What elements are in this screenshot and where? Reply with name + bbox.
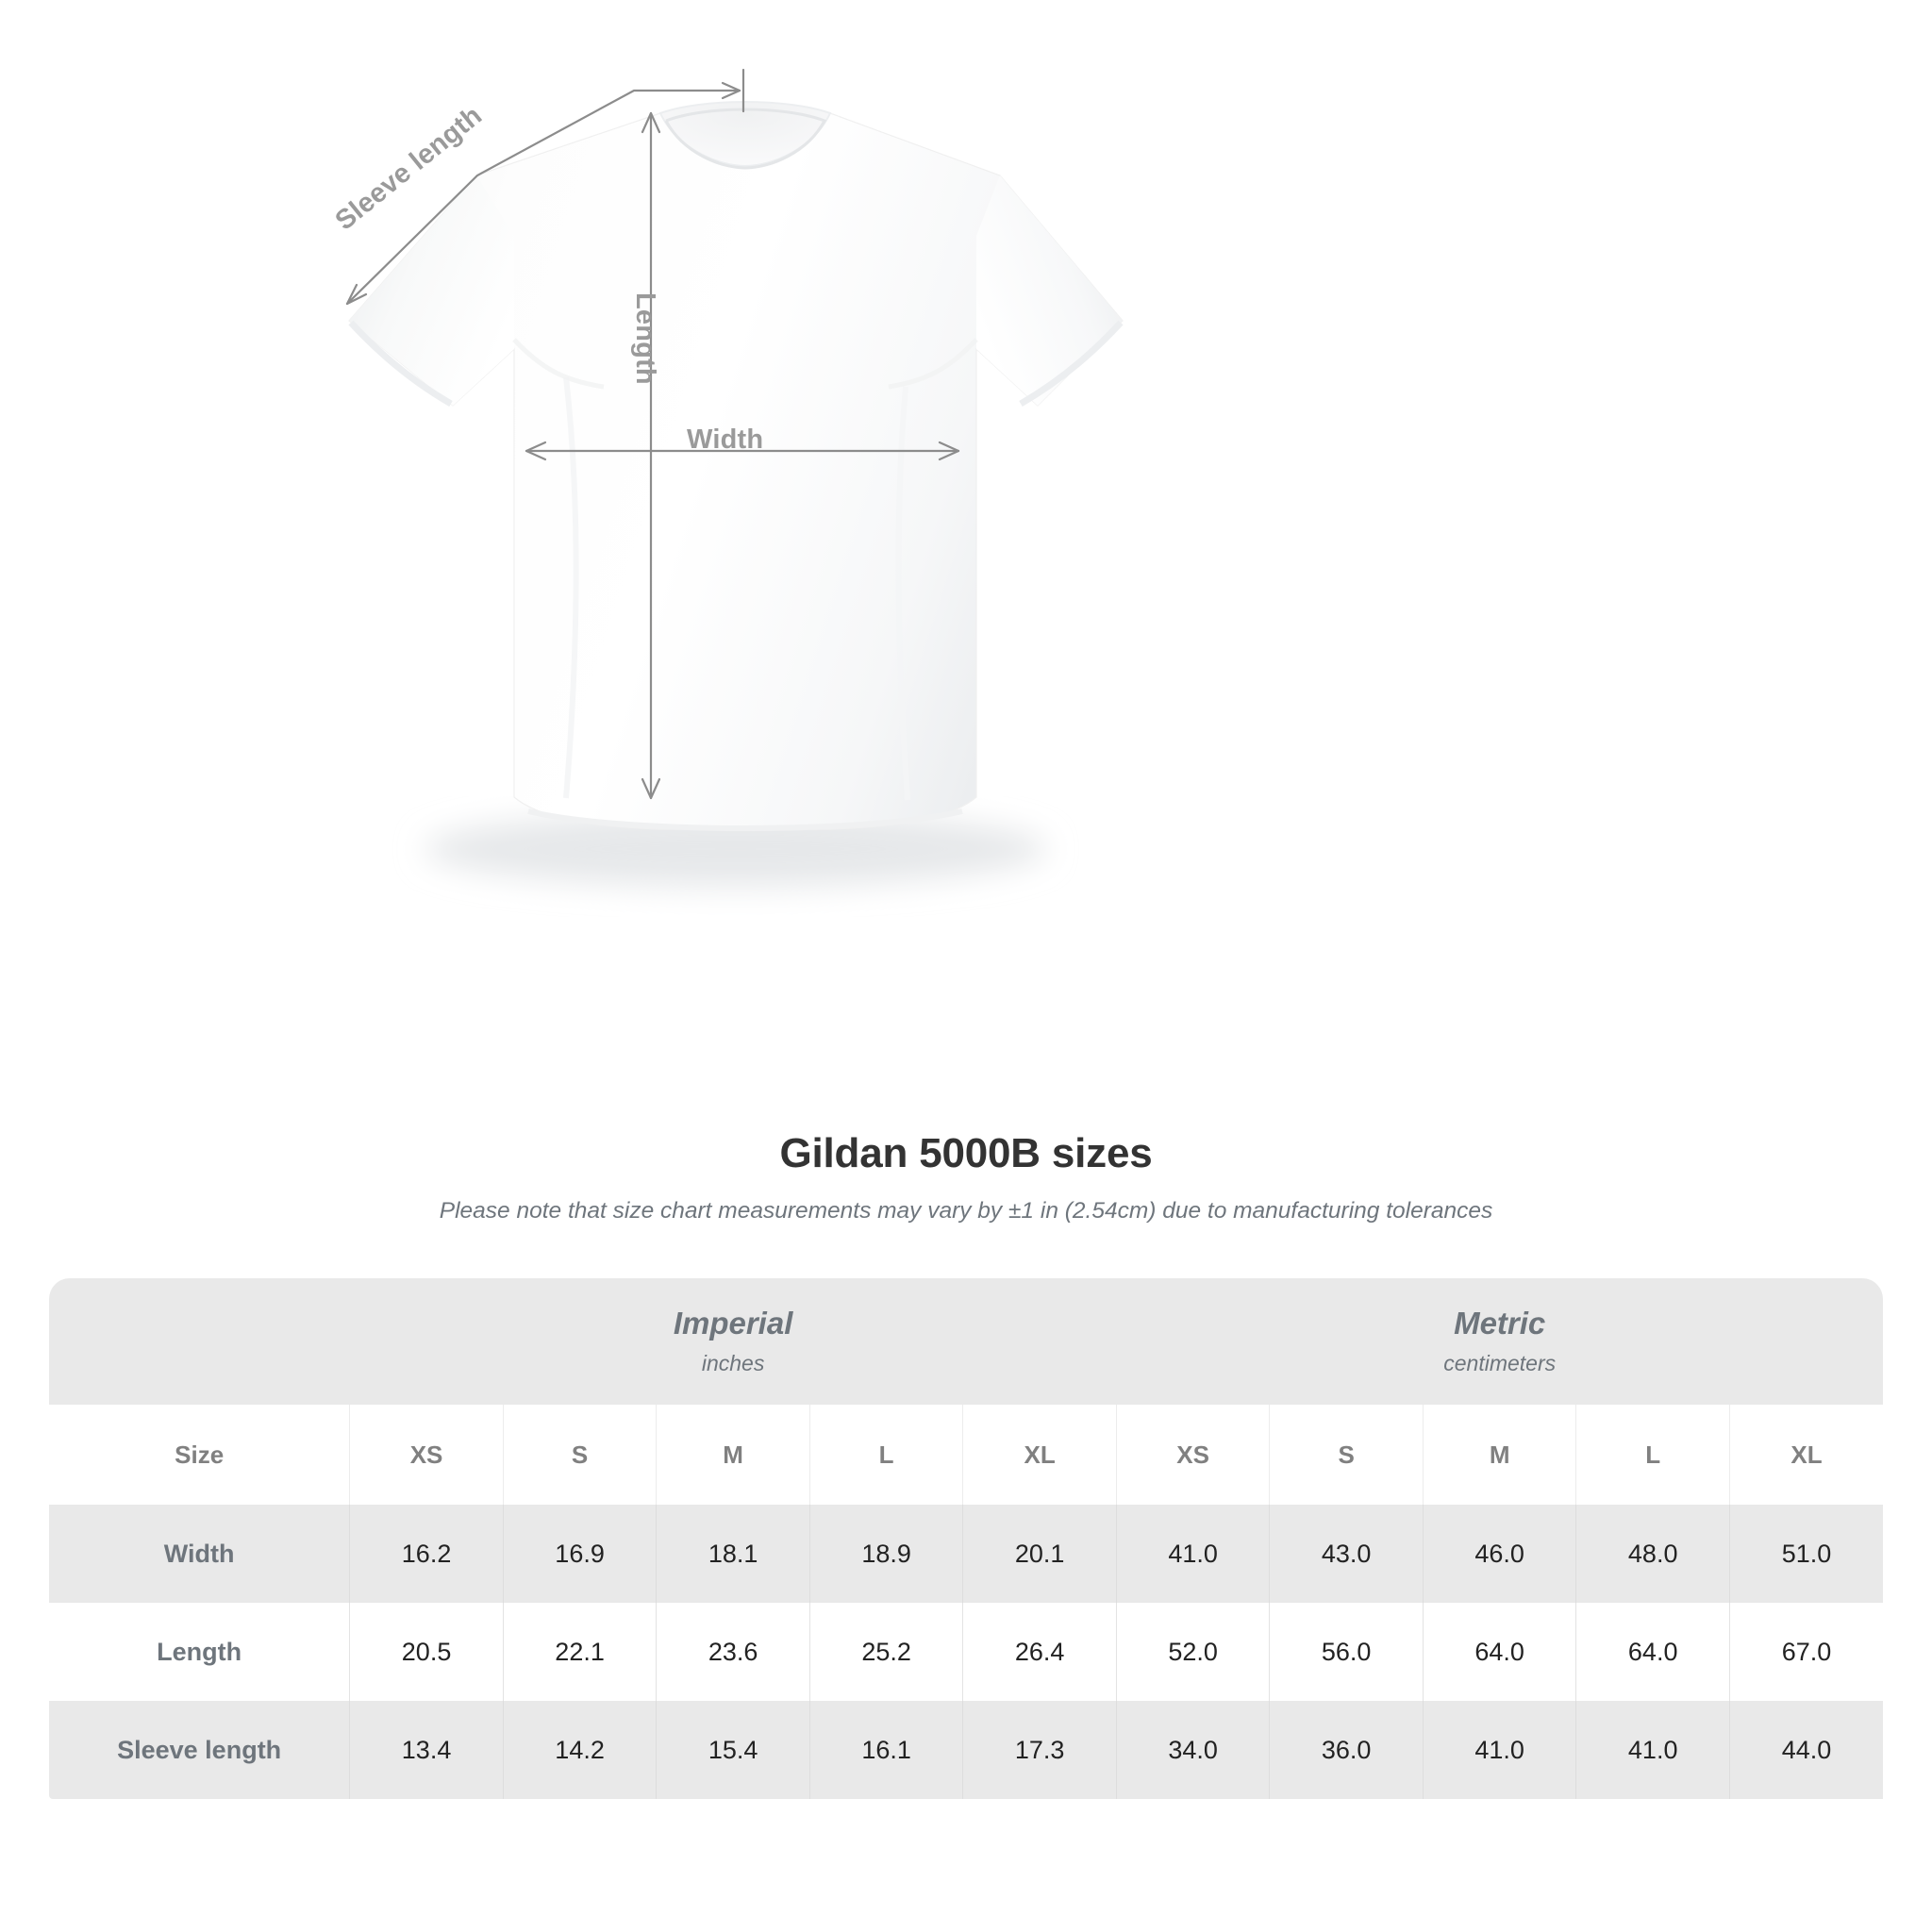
length-arrowhead-top [641, 111, 661, 134]
fabric-fold [888, 338, 978, 390]
sleeve-hem-right [1019, 320, 1124, 408]
unit-group-metric-sub: centimeters [1443, 1350, 1557, 1375]
row-label-length: Length [49, 1603, 350, 1701]
cell-sleeve-imperial-xl: 17.3 [962, 1701, 1117, 1799]
length-arrowhead-bottom [641, 777, 661, 800]
length-dimension-label: Length [630, 292, 660, 385]
cell-width-imperial-s: 16.9 [502, 1505, 657, 1603]
unit-group-imperial-sub: inches [701, 1350, 765, 1375]
cell-sleeve-imperial-m: 15.4 [656, 1701, 810, 1799]
fabric-fold [512, 338, 605, 390]
sleeve-arrowhead-top [721, 81, 741, 100]
row-label-sleeve-length: Sleeve length [49, 1701, 350, 1799]
column-header-imperial-xl: XL [962, 1405, 1117, 1505]
sleeve-hem-left [348, 320, 453, 408]
cell-width-metric-xs: 41.0 [1115, 1505, 1270, 1603]
cell-width-imperial-l: 18.9 [808, 1505, 963, 1603]
cell-length-metric-m: 64.0 [1422, 1603, 1576, 1701]
column-header-metric-xl: XL [1728, 1405, 1883, 1505]
cell-width-imperial-xl: 20.1 [962, 1505, 1117, 1603]
unit-group-imperial-name: Imperial [673, 1306, 793, 1341]
row-label-width: Width [49, 1505, 350, 1603]
width-arrowhead-left [525, 441, 547, 461]
cell-sleeve-imperial-l: 16.1 [808, 1701, 963, 1799]
cell-length-imperial-m: 23.6 [656, 1603, 810, 1701]
cell-width-metric-s: 43.0 [1269, 1505, 1424, 1603]
column-header-metric-s: S [1269, 1405, 1424, 1505]
cell-width-imperial-m: 18.1 [656, 1505, 810, 1603]
tshirt-illustration [345, 68, 1124, 887]
cell-length-imperial-l: 25.2 [808, 1603, 963, 1701]
cell-sleeve-metric-xs: 34.0 [1115, 1701, 1270, 1799]
table-row: Width 16.2 16.9 18.1 18.9 20.1 41.0 43.0… [49, 1505, 1883, 1603]
cell-sleeve-imperial-xs: 13.4 [349, 1701, 504, 1799]
column-header-imperial-l: L [808, 1405, 963, 1505]
tolerance-note: Please note that size chart measurements… [439, 1198, 1493, 1224]
unit-group-header-row: Imperial inches Metric centimeters [49, 1278, 1883, 1405]
size-header-row: Size XS S M L XL XS S M L XL [49, 1405, 1883, 1505]
cell-length-metric-l: 64.0 [1575, 1603, 1730, 1701]
column-header-imperial-xs: XS [349, 1405, 504, 1505]
cell-length-metric-s: 56.0 [1269, 1603, 1424, 1701]
page-title: Gildan 5000B sizes [779, 1130, 1153, 1176]
width-arrowhead-right [938, 441, 960, 461]
cell-width-metric-l: 48.0 [1575, 1505, 1730, 1603]
fabric-fold [895, 386, 910, 801]
sleeve-dimension-line [345, 89, 741, 306]
cell-length-imperial-s: 22.1 [502, 1603, 657, 1701]
unit-group-metric-name: Metric [1454, 1306, 1546, 1341]
column-header-metric-l: L [1575, 1405, 1730, 1505]
shirt-sleeve-left [349, 175, 514, 406]
cell-sleeve-metric-l: 41.0 [1575, 1701, 1730, 1799]
sleeve-arrowhead [345, 283, 368, 306]
width-dimension-label: Width [687, 425, 764, 455]
cell-sleeve-metric-s: 36.0 [1269, 1701, 1424, 1799]
cell-sleeve-imperial-s: 14.2 [502, 1701, 657, 1799]
cell-width-imperial-xs: 16.2 [349, 1505, 504, 1603]
cell-length-imperial-xl: 26.4 [962, 1603, 1117, 1701]
table-row: Sleeve length 13.4 14.2 15.4 16.1 17.3 3… [49, 1701, 1883, 1799]
unit-group-imperial: Imperial inches [349, 1278, 1117, 1405]
column-header-metric-xs: XS [1115, 1405, 1270, 1505]
unit-header-spacer [49, 1278, 350, 1405]
shirt-shadow [425, 811, 1047, 887]
collar-ribbing [664, 108, 827, 170]
cell-length-metric-xs: 52.0 [1115, 1603, 1270, 1701]
column-header-size: Size [49, 1405, 350, 1505]
column-header-metric-m: M [1422, 1405, 1576, 1505]
unit-group-metric: Metric centimeters [1116, 1278, 1883, 1405]
size-table-container: Imperial inches Metric centimeters Size … [49, 1278, 1883, 1799]
measurement-lines [345, 68, 960, 800]
garment-diagram: Sleeve length Length Width [330, 68, 1124, 887]
cell-length-metric-xl: 67.0 [1728, 1603, 1883, 1701]
cell-width-metric-m: 46.0 [1422, 1505, 1576, 1603]
table-row: Length 20.5 22.1 23.6 25.2 26.4 52.0 56.… [49, 1603, 1883, 1701]
bottom-hem [527, 808, 963, 831]
cell-sleeve-metric-xl: 44.0 [1728, 1701, 1883, 1799]
cell-width-metric-xl: 51.0 [1728, 1505, 1883, 1603]
column-header-imperial-m: M [656, 1405, 810, 1505]
cell-sleeve-metric-m: 41.0 [1422, 1701, 1576, 1799]
heading-block: Gildan 5000B sizes Please note that size… [0, 1130, 1932, 1224]
cell-length-imperial-xs: 20.5 [349, 1603, 504, 1701]
size-table: Imperial inches Metric centimeters Size … [49, 1278, 1883, 1799]
fabric-fold [563, 376, 579, 799]
size-table-body: Width 16.2 16.9 18.1 18.9 20.1 41.0 43.0… [49, 1505, 1883, 1799]
shirt-sleeve-right [976, 175, 1123, 406]
column-header-imperial-s: S [502, 1405, 657, 1505]
